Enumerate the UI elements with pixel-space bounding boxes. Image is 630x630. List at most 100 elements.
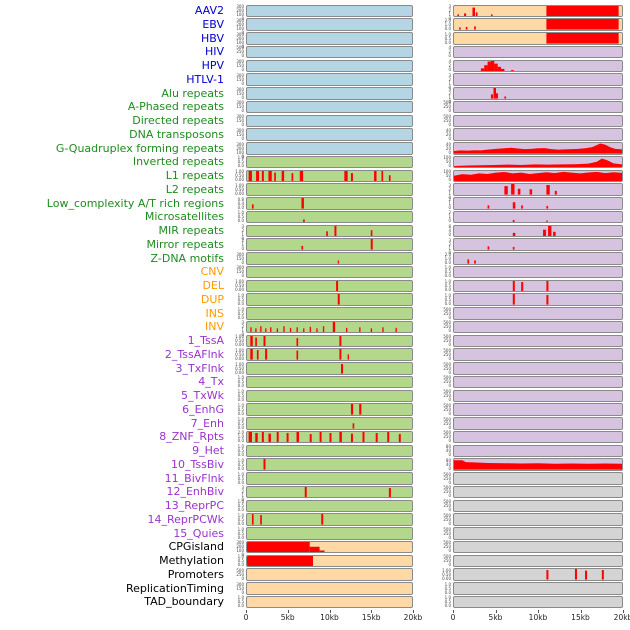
right-track-panel: [453, 540, 623, 554]
y-tick-label: 0.00: [235, 369, 244, 375]
signal-bar: [337, 260, 340, 264]
left-track-panel: [246, 18, 413, 31]
x-axis-tick: [287, 610, 289, 613]
signal-bar: [296, 431, 299, 443]
left-track-signal: [250, 321, 397, 333]
track-row: 4_Tx 1.0 0.5 0.0 500 250 0: [0, 375, 630, 389]
x-axis-tick: [453, 610, 454, 613]
right-track-panel: [453, 59, 623, 73]
signal-bar: [255, 432, 258, 443]
left-y-axis-ticks: 1.0 0.5 0.0: [228, 307, 246, 321]
left-y-axis-ticks: 1.0 0.5 0.0: [228, 375, 246, 389]
track-label: DEL: [202, 279, 224, 292]
y-tick-label: 0: [241, 122, 244, 127]
column-gap: [413, 32, 435, 46]
y-tick-label: 0.5: [444, 269, 451, 275]
x-axis-tick: [329, 610, 331, 613]
right-track-signal: [512, 280, 549, 292]
left-y-axis-ticks: 1.0 0.5 0.0: [228, 210, 246, 224]
track-row: 10_TssBiv 1.0 0.5 0.0 80 40 0: [0, 458, 630, 472]
left-track-panel: [246, 252, 413, 265]
track-label: L1 repeats: [165, 169, 224, 182]
track-label: TAD_boundary: [144, 595, 224, 609]
y-tick-label: 1.00: [235, 182, 244, 188]
y-tick-label: 1.00: [235, 361, 244, 367]
signal-bar: [337, 294, 340, 305]
y-tick-label: 500: [443, 512, 451, 518]
y-tick-label: 1.0: [237, 375, 244, 381]
right-y-axis-ticks: 1.00 0.50 0.00: [435, 568, 453, 582]
track-row: 11_BivFlnk 1.0 0.5 0.0 500 250 0: [0, 472, 630, 486]
left-y-axis-ticks: 1.00 0.50 0.00: [228, 348, 246, 362]
signal-bar: [299, 170, 304, 182]
track-label: 6_EnhG: [182, 402, 224, 416]
y-tick-label: 2.0: [444, 17, 451, 23]
signal-bar: [260, 325, 262, 333]
y-tick-label: 0.0: [237, 300, 244, 306]
left-track-panel: [246, 527, 413, 540]
y-tick-label: 250: [443, 310, 451, 316]
right-track-signal: [480, 60, 514, 72]
column-gap: [413, 568, 435, 582]
track-row: 12_EnhBiv 3 2 1 0 500 250 0: [0, 485, 630, 502]
y-tick-label: 1: [448, 245, 451, 251]
signal-bar: [554, 191, 557, 195]
right-y-axis-ticks: 1.0 0.5 0.0: [435, 265, 453, 279]
signal-bar: [511, 69, 514, 72]
y-tick-label: 0: [448, 108, 451, 114]
y-tick-label: 0.0: [237, 163, 244, 169]
column-gap: [413, 183, 435, 197]
left-track-panel: [246, 279, 413, 293]
column-gap: [413, 320, 435, 334]
y-tick-label: 1: [448, 190, 451, 196]
column-gap: [413, 142, 435, 156]
left-track-panel: [246, 87, 413, 100]
left-track-signal: [247, 102, 412, 113]
y-tick-label: 1.0: [237, 210, 244, 216]
column-gap: [413, 18, 435, 32]
right-track-signal: [454, 129, 622, 140]
right-track-signal: [454, 473, 622, 484]
y-tick-label: 0: [448, 410, 451, 416]
signal-bar: [474, 26, 476, 30]
right-track-panel: [453, 472, 623, 485]
y-tick-label: 0: [241, 43, 244, 49]
signal-bar: [350, 433, 353, 443]
y-tick-label: 2: [448, 196, 451, 202]
right-track-signal: [454, 363, 622, 374]
left-track-panel: [246, 197, 413, 210]
y-tick-label: 0: [448, 397, 451, 402]
signal-bar: [296, 337, 299, 347]
left-track-signal: [248, 170, 391, 182]
y-tick-label: 3: [448, 4, 451, 9]
y-tick-label: 0.50: [442, 571, 451, 577]
y-tick-label: 0.5: [237, 159, 244, 165]
y-tick-label: 0.5: [237, 310, 244, 316]
left-y-axis-ticks: 300 200 100 0: [228, 18, 246, 34]
signal-bar: [350, 404, 354, 415]
left-track-signal: [326, 225, 373, 237]
right-track-signal: [454, 487, 622, 498]
signal-bar: [296, 327, 298, 333]
y-tick-label: 1: [448, 200, 451, 206]
y-tick-label: 0.50: [235, 365, 244, 371]
y-tick-label: 500: [443, 526, 451, 532]
right-track-panel: [453, 513, 623, 526]
left-track-panel: [246, 155, 413, 169]
left-track-panel: [246, 169, 413, 183]
right-track-signal: [454, 336, 622, 347]
left-track-signal: [248, 431, 401, 443]
left-y-axis-ticks: 2.0 1.0 0.0: [228, 430, 246, 444]
right-y-axis-ticks: 500 250 0: [435, 362, 453, 376]
right-track-panel: [453, 375, 623, 389]
y-tick-label: 0: [448, 67, 451, 72]
left-track-panel: [246, 458, 413, 471]
left-track-signal: [251, 198, 304, 209]
y-tick-label: 0: [241, 80, 244, 86]
signal-bar: [296, 350, 299, 360]
y-tick-label: 150: [236, 76, 244, 82]
column-gap: [413, 59, 435, 73]
